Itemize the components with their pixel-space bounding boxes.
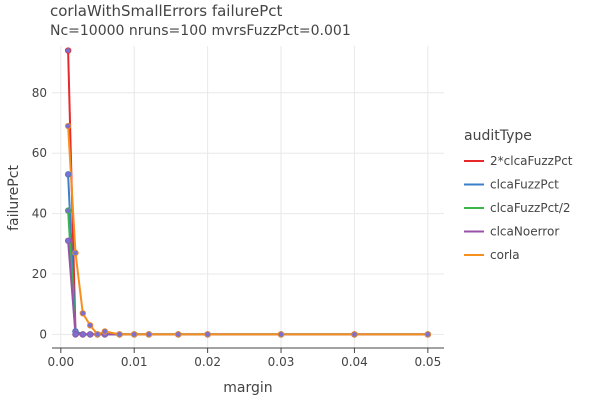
data-point: [79, 310, 87, 317]
data-point: [64, 207, 72, 214]
y-axis-title: failurePct: [6, 165, 22, 231]
y-tick-label: 0: [39, 327, 47, 341]
legend-label: clcaFuzzPct: [490, 178, 559, 192]
x-tick-label: 0.02: [194, 355, 221, 369]
data-point: [64, 237, 72, 244]
data-point: [351, 331, 358, 338]
x-axis-title: margin: [223, 380, 272, 396]
data-point: [131, 331, 138, 338]
data-point: [116, 331, 123, 338]
data-point: [72, 249, 79, 257]
y-tick-label: 20: [32, 267, 47, 281]
data-point: [277, 331, 285, 338]
legend-label: corla: [490, 248, 520, 262]
data-point: [175, 331, 182, 338]
x-tick-label: 0.04: [341, 355, 368, 369]
series-line: [67, 174, 428, 336]
legend-title: auditType: [464, 128, 532, 144]
x-tick-labels: 0.00 0.01 0.02 0.03 0.04 0.05: [47, 355, 441, 369]
y-tick-labels: 0 20 40 60 80: [32, 86, 47, 342]
legend-label: 2*clcaFuzzPct: [490, 154, 573, 168]
y-tick-label: 60: [32, 146, 47, 160]
data-point: [64, 47, 72, 54]
data-markers: [64, 47, 432, 338]
x-tick-label: 0.03: [268, 355, 295, 369]
data-point: [64, 171, 72, 178]
x-tick-label: 0.00: [47, 355, 74, 369]
legend-label: clcaFuzzPct/2: [490, 201, 571, 215]
y-tick-label: 80: [32, 86, 47, 100]
data-point: [101, 328, 109, 335]
series-line: [67, 210, 428, 336]
series-line: [67, 125, 428, 336]
chart-title: corlaWithSmallErrors failurePct: [50, 2, 282, 20]
x-tick-label: 0.01: [121, 355, 148, 369]
data-point: [86, 322, 94, 329]
data-point: [79, 331, 87, 338]
data-point: [424, 331, 432, 338]
data-point: [86, 331, 94, 338]
data-point: [204, 331, 211, 338]
series-line: [67, 240, 428, 336]
data-point: [64, 122, 72, 130]
y-tick-label: 40: [32, 207, 47, 221]
chart-subtitle: Nc=10000 nruns=100 mvrsFuzzPct=0.001: [50, 23, 351, 39]
grid-lines: [52, 46, 444, 353]
data-point: [72, 331, 79, 338]
data-point: [94, 331, 101, 338]
legend: auditType 2*clcaFuzzPct clcaFuzzPct clcaFu…: [464, 128, 573, 262]
legend-items: 2*clcaFuzzPct clcaFuzzPct clcaFuzzPct/2 clc…: [464, 154, 573, 262]
x-tick-label: 0.05: [414, 355, 441, 369]
data-point: [145, 331, 153, 338]
legend-label: clcaNoerror: [490, 225, 559, 239]
